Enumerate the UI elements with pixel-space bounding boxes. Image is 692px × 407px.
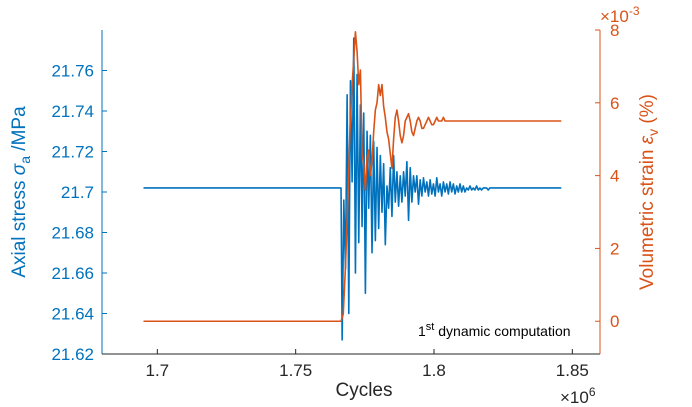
left-tick-label: 21.72 — [51, 143, 94, 162]
left-tick-label: 21.68 — [51, 224, 94, 243]
left-label-subscript: a — [17, 156, 33, 164]
left-tick-label: 21.7 — [61, 183, 94, 202]
right-label-subscript: v — [645, 129, 661, 136]
right-axis-label: Volumetric strain εv (%) — [637, 94, 661, 290]
x-tick-label: 1.8 — [422, 361, 446, 380]
x-exponent-base: ×10 — [560, 388, 589, 407]
left-axis-label: Axial stress σa /MPa — [9, 106, 33, 278]
right-label-symbol: ε — [637, 135, 658, 144]
right-label-suffix: (%) — [637, 94, 658, 129]
left-tick-label: 21.74 — [51, 102, 94, 121]
left-tick-label: 21.64 — [51, 305, 94, 324]
left-label-prefix: Axial stress — [9, 175, 30, 277]
x-tick-label: 1.7 — [146, 361, 170, 380]
left-label-suffix: /MPa — [9, 106, 30, 156]
x-tick-label: 1.85 — [556, 361, 589, 380]
right-label-prefix: Volumetric strain — [637, 144, 658, 290]
x-axis-exponent: ×106 — [560, 385, 596, 407]
left-label-symbol: σ — [9, 162, 30, 175]
x-axis-label: Cycles — [335, 380, 392, 401]
right-exponent-power: -3 — [629, 4, 640, 18]
right-tick-label: 2 — [610, 239, 619, 258]
volumetric-strain-series — [143, 31, 562, 323]
right-tick-label: 8 — [610, 21, 619, 40]
plot-area — [102, 30, 600, 354]
right-tick-label: 4 — [610, 167, 619, 186]
left-tick-label: 21.66 — [51, 264, 94, 283]
left-tick-label: 21.76 — [51, 62, 94, 81]
right-tick-label: 0 — [610, 312, 619, 331]
x-axis-ticks: 1.7 1.75 1.8 1.85 — [146, 349, 589, 380]
left-axis-ticks: 21.62 21.64 21.66 21.68 21.7 21.72 21.74 21.76 — [51, 62, 107, 364]
x-tick-label: 1.75 — [279, 361, 312, 380]
annotation-text: dynamic computation — [434, 323, 570, 339]
axial-stress-series — [143, 37, 562, 341]
dynamic-computation-annotation: 1st dynamic computation — [418, 321, 571, 339]
right-axis-ticks: 0 2 4 6 8 — [595, 21, 619, 331]
x-exponent-power: 6 — [589, 385, 596, 399]
right-axis-exponent: ×10-3 — [600, 4, 640, 26]
right-exponent-base: ×10 — [600, 7, 629, 26]
annotation-prefix: 1 — [418, 323, 426, 339]
right-tick-label: 6 — [610, 94, 619, 113]
left-tick-label: 21.62 — [51, 345, 94, 364]
annotation-superscript: st — [426, 321, 435, 333]
